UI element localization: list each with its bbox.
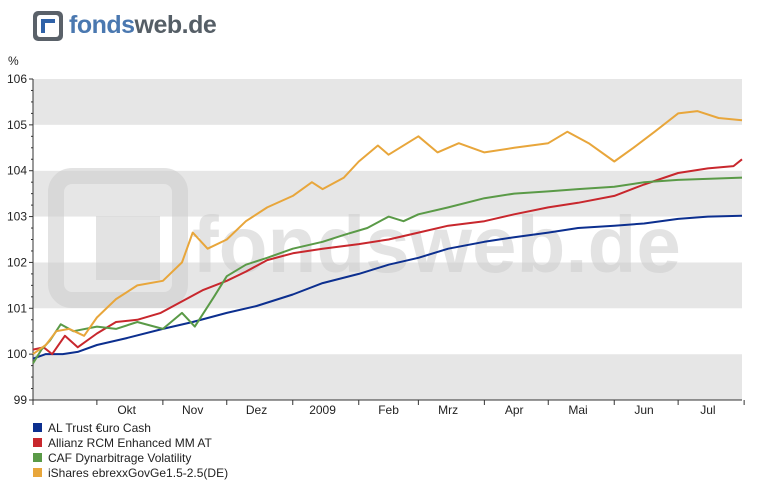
series-lines (32, 110, 743, 364)
grid-band (33, 354, 742, 400)
watermark-icon (48, 168, 188, 308)
watermark-text: fondsweb.de (192, 200, 681, 289)
x-tick-label: Nov (182, 403, 203, 417)
fondsweb-logo-icon (33, 11, 63, 41)
x-tick-label: Feb (378, 403, 399, 417)
y-tick-label: 101 (7, 301, 27, 315)
series-line-4 (32, 110, 743, 355)
legend-swatch (33, 423, 42, 432)
logo-text-part2: web.de (134, 11, 217, 39)
y-axis: 99 100 101 102 103 104 105 106 (7, 72, 34, 407)
x-tick-label: Jul (700, 403, 715, 417)
x-tick-label: Mrz (438, 403, 458, 417)
grid-band (33, 124, 742, 171)
logo-text-part1: fonds (69, 11, 135, 39)
x-tick-label: Okt (117, 403, 136, 417)
legend-swatch (33, 438, 42, 447)
y-axis-unit-label: % (8, 54, 19, 68)
legend-swatch (33, 468, 42, 477)
y-tick-label: 103 (7, 210, 27, 224)
y-tick-label: 105 (7, 118, 27, 132)
x-tick-label: 2009 (309, 403, 336, 417)
grid-band (33, 308, 742, 355)
legend-swatch (33, 453, 42, 462)
legend-label: CAF Dynarbitrage Volatility (48, 451, 191, 465)
series-line-2 (32, 158, 743, 356)
y-tick-label: 102 (7, 255, 27, 269)
watermark: fondsweb.de (48, 168, 681, 308)
legend-label: iShares ebrexxGovGe1.5-2.5(DE) (48, 466, 228, 480)
grid-band (33, 79, 742, 125)
series-line-3 (32, 176, 743, 364)
watermark-icon-inner (96, 216, 160, 280)
x-axis: Okt Nov Dez 2009 Feb Mrz Apr Mai Jun Jul (32, 399, 745, 417)
fondsweb-logo[interactable]: fondsweb.de (32, 8, 222, 42)
y-tick-label: 104 (7, 164, 27, 178)
y-tick-label: 99 (14, 393, 28, 407)
logo-text: fondsweb.de (69, 11, 217, 39)
legend-label: Allianz RCM Enhanced MM AT (48, 436, 213, 450)
y-tick-label: 106 (7, 72, 27, 86)
x-tick-label: Jun (634, 403, 653, 417)
series-line-1 (32, 214, 743, 360)
x-tick-label: Mai (568, 403, 587, 417)
legend-label: AL Trust €uro Cash (48, 421, 151, 435)
y-tick-label: 100 (7, 347, 27, 361)
x-tick-label: Dez (246, 403, 267, 417)
x-tick-label: Apr (505, 403, 524, 417)
